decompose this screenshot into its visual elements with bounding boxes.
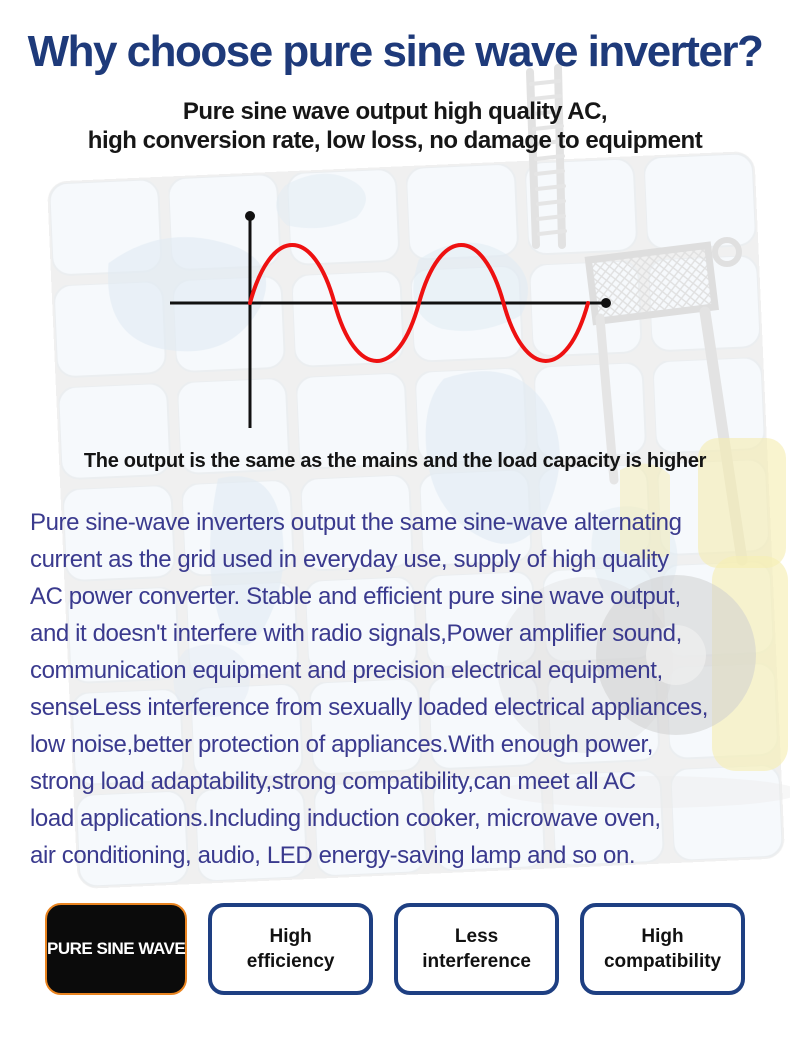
sine-wave-curve (248, 243, 590, 363)
description-paragraph: Pure sine-wave inverters output the same… (30, 504, 790, 874)
badge-high-compatibility: High compatibility (580, 903, 746, 995)
page-subtitle: Pure sine wave output high quality AC, h… (0, 97, 790, 155)
x-axis-end-dot (601, 298, 611, 308)
paragraph-line: current as the grid used in everyday use… (30, 546, 669, 573)
paragraph-line: senseLess interference from sexually loa… (30, 694, 708, 721)
paragraph-line: AC power converter. Stable and efficient… (30, 583, 681, 610)
subtitle-line-1: Pure sine wave output high quality AC, (182, 98, 608, 125)
paragraph-line: low noise,better protection of appliance… (30, 731, 654, 758)
y-axis-end-dot (245, 211, 255, 221)
sine-wave-diagram (170, 211, 611, 428)
subtitle-line-2: high conversion rate, low loss, no damag… (87, 127, 703, 154)
forklift-silhouette (497, 64, 790, 808)
page-title: Why choose pure sine wave inverter? (27, 27, 764, 76)
paragraph-line: communication equipment and precision el… (30, 657, 663, 684)
paragraph-line: Pure sine-wave inverters output the same… (30, 509, 682, 536)
badge-pure-sine-wave: PURE SINE WAVE (45, 903, 188, 995)
paragraph-line: load applications.Including induction co… (30, 805, 661, 832)
world-map-wall (47, 151, 785, 889)
feature-badges-row: PURE SINE WAVE High efficiency Less inte… (45, 903, 746, 995)
badge-high-efficiency: High efficiency (208, 903, 374, 995)
paragraph-line: air conditioning, audio, LED energy-savi… (30, 842, 636, 869)
paragraph-line: and it doesn't interfere with radio sign… (30, 620, 682, 647)
diagram-caption: The output is the same as the mains and … (83, 450, 707, 472)
paragraph-line: strong load adaptability,strong compatib… (30, 768, 636, 795)
badge-less-interference: Less interference (394, 903, 560, 995)
